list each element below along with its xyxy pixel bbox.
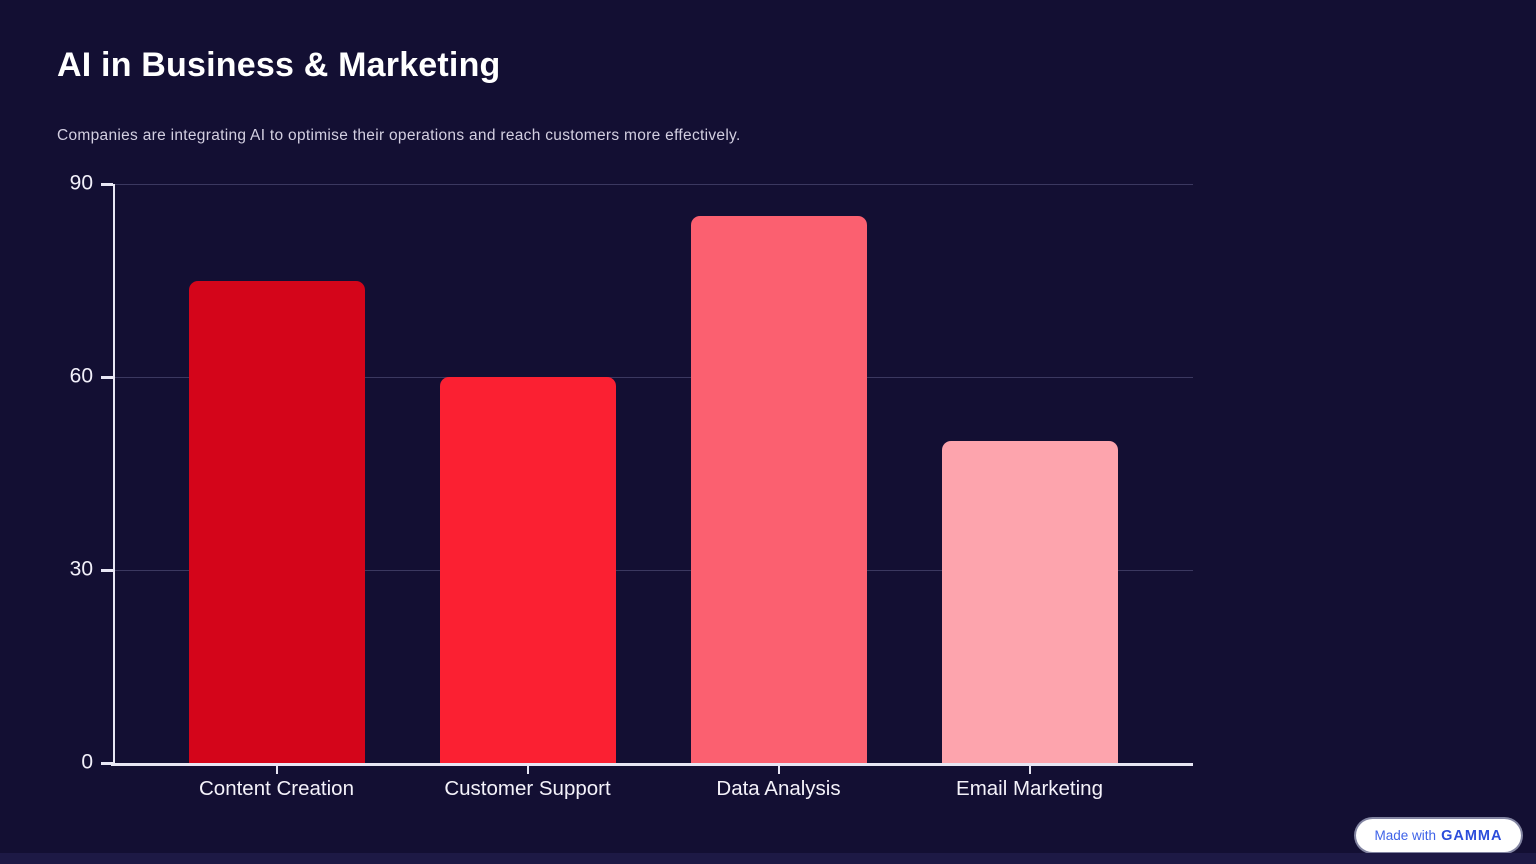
x-tick-customer-support [526, 766, 529, 774]
gridline-30 [113, 570, 1193, 571]
bar-content-creation [188, 280, 365, 763]
page-title: AI in Business & Marketing [57, 46, 501, 84]
x-axis-label-content-creation: Content Creation [199, 777, 354, 800]
x-axis-label-customer-support: Customer Support [444, 777, 611, 800]
x-axis-label-data-analysis: Data Analysis [716, 777, 841, 800]
y-tick-0 [101, 761, 113, 765]
chart-plot-area: 0 30 60 90 Content Creation Customer Support D… [70, 172, 1193, 800]
gamma-logo: GAMMA [1441, 827, 1503, 844]
badge-prefix-label: Made with [1374, 828, 1437, 843]
y-axis-line [113, 184, 115, 763]
x-tick-email-marketing [1028, 766, 1031, 774]
bar-customer-support [439, 377, 616, 763]
slide-subtitle: Companies are integrating AI to optimise… [57, 127, 741, 144]
y-tick-60 [101, 375, 113, 379]
x-axis-label-email-marketing: Email Marketing [956, 777, 1103, 800]
x-tick-content-creation [275, 766, 278, 774]
gridline-90 [113, 184, 1193, 185]
bottom-strip [0, 853, 1536, 864]
y-tick-90 [101, 182, 113, 186]
bar-data-analysis [690, 216, 867, 763]
y-axis-label-0: 0 [81, 750, 93, 774]
x-axis-line [111, 763, 1193, 766]
made-with-gamma-badge[interactable]: Made with GAMMA [1356, 819, 1521, 852]
y-axis-label-60: 60 [69, 364, 93, 388]
y-axis-label-90: 90 [69, 171, 93, 195]
x-tick-data-analysis [777, 766, 780, 774]
bar-email-marketing [941, 441, 1118, 763]
y-axis-label-30: 30 [69, 557, 93, 581]
gridline-60 [113, 377, 1193, 378]
bar-chart: 0 30 60 90 Content Creation Customer Support D… [70, 172, 1193, 800]
y-tick-30 [101, 568, 113, 572]
